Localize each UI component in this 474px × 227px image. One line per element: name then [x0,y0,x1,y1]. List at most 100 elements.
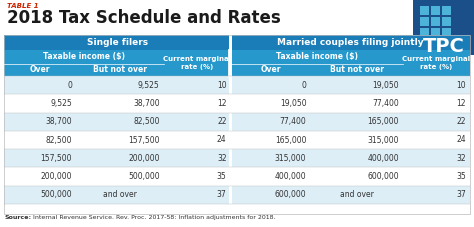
Bar [229,113,232,131]
Text: 10: 10 [456,81,466,90]
Text: 157,500: 157,500 [41,154,72,163]
Text: 77,400: 77,400 [372,99,399,108]
Text: 0: 0 [67,81,72,90]
Text: TABLE 1: TABLE 1 [7,3,38,9]
Text: 24: 24 [217,136,227,145]
Text: 165,000: 165,000 [367,117,399,126]
Bar [76,131,164,149]
Text: 77,400: 77,400 [280,117,306,126]
Text: Taxable income ($): Taxable income ($) [43,52,125,62]
Bar [442,6,451,15]
Text: 500,000: 500,000 [40,190,72,199]
Text: 400,000: 400,000 [275,172,306,181]
Bar [229,35,232,50]
Text: 37: 37 [456,190,466,199]
Bar [4,186,76,204]
Text: 315,000: 315,000 [367,136,399,145]
Bar [230,131,310,149]
Bar [164,50,230,76]
Bar [4,35,230,50]
Bar [310,113,403,131]
Text: 9,525: 9,525 [50,99,72,108]
Bar [230,168,310,186]
Bar [310,94,403,113]
Text: 35: 35 [217,172,227,181]
Bar [230,113,310,131]
Bar [230,35,470,50]
Bar [230,64,310,76]
Text: 600,000: 600,000 [275,190,306,199]
Text: Current marginal
rate (%): Current marginal rate (%) [163,56,231,70]
Bar [431,17,440,26]
Text: 500,000: 500,000 [128,172,160,181]
Bar [310,76,403,94]
Text: 200,000: 200,000 [128,154,160,163]
Text: Source:: Source: [5,215,32,220]
Text: 200,000: 200,000 [41,172,72,181]
Bar [230,50,403,64]
Bar [442,28,451,37]
Text: 157,500: 157,500 [128,136,160,145]
Bar [229,76,232,94]
Text: But not over: But not over [330,66,384,74]
Bar [230,76,310,94]
Bar [403,186,470,204]
Text: 12: 12 [217,99,227,108]
Bar [230,186,310,204]
Bar [4,149,76,168]
Bar [76,64,164,76]
Text: 0: 0 [301,81,306,90]
Bar [310,64,403,76]
Bar [76,76,164,94]
Bar [230,94,310,113]
Text: 400,000: 400,000 [367,154,399,163]
Bar [4,50,164,64]
Bar [442,17,451,26]
Text: 19,050: 19,050 [280,99,306,108]
Bar [4,35,470,214]
Bar [4,64,76,76]
Text: 38,700: 38,700 [133,99,160,108]
Bar [164,131,230,149]
Bar [420,17,429,26]
Text: 32: 32 [456,154,466,163]
Bar [4,131,76,149]
Text: 22: 22 [217,117,227,126]
Bar [431,6,440,15]
Bar [229,94,232,113]
Text: 600,000: 600,000 [367,172,399,181]
Text: Over: Over [30,66,50,74]
Text: Internal Revenue Service. Rev. Proc. 2017-58: Inflation adjustments for 2018.: Internal Revenue Service. Rev. Proc. 201… [31,215,275,220]
Bar [310,131,403,149]
Bar [420,28,429,37]
Text: Taxable income ($): Taxable income ($) [276,52,358,62]
Bar [229,186,232,204]
Bar [310,168,403,186]
Bar [164,186,230,204]
Bar [76,113,164,131]
Bar [403,168,470,186]
Bar [76,94,164,113]
Bar [164,113,230,131]
Text: 2018 Tax Schedule and Rates: 2018 Tax Schedule and Rates [7,9,281,27]
Bar [164,76,230,94]
Bar [230,149,310,168]
Text: and over: and over [103,190,137,199]
Text: 165,000: 165,000 [275,136,306,145]
Bar [229,168,232,186]
Text: Single filers: Single filers [87,38,148,47]
Text: 24: 24 [456,136,466,145]
Text: Current marginal
rate (%): Current marginal rate (%) [402,56,471,70]
Text: 38,700: 38,700 [46,117,72,126]
Bar [76,168,164,186]
Text: 12: 12 [456,99,466,108]
Bar [310,186,403,204]
Text: 32: 32 [217,154,227,163]
Bar [4,168,76,186]
Bar [403,113,470,131]
Text: 19,050: 19,050 [373,81,399,90]
Bar [164,94,230,113]
Text: 22: 22 [456,117,466,126]
Text: and over: and over [340,190,374,199]
Bar [403,50,470,76]
